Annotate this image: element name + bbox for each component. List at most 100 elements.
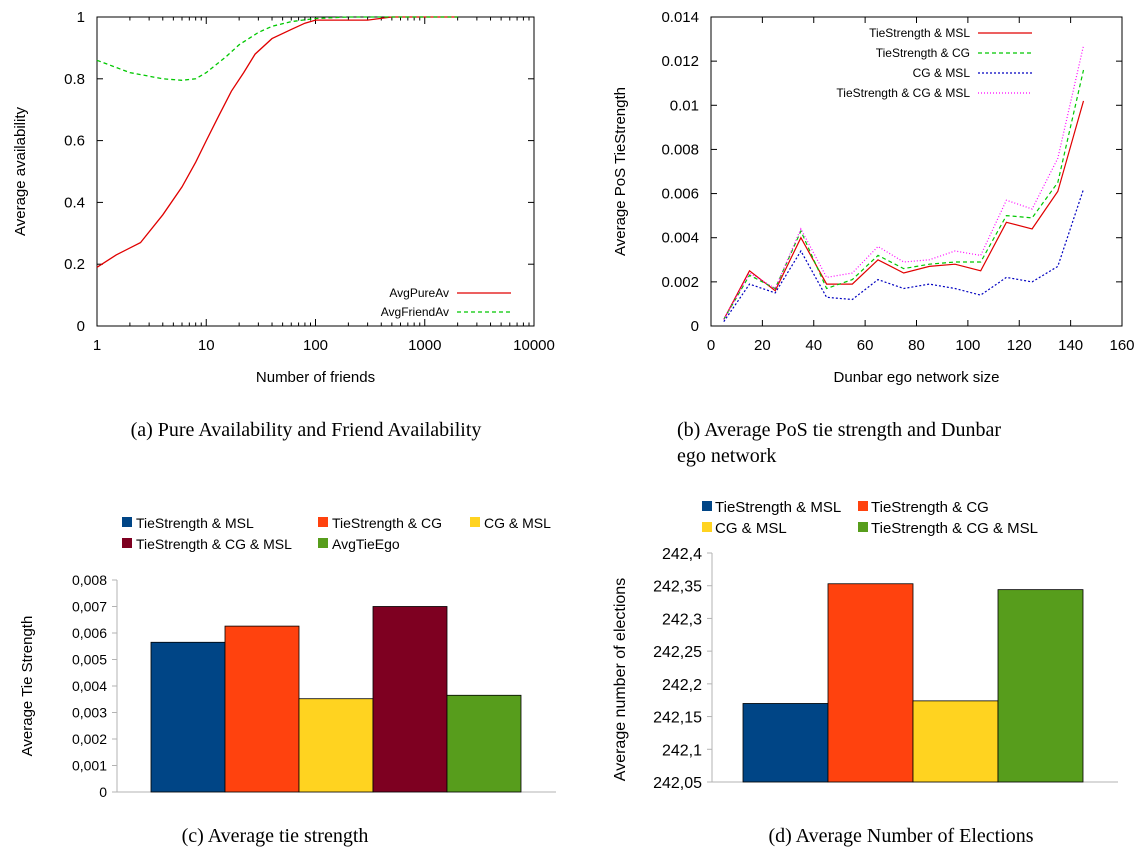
y-tick-label: 0.004	[661, 230, 699, 247]
y-tick-label: 0	[691, 318, 699, 335]
x-tick-label: 40	[805, 337, 822, 354]
bar	[997, 589, 1084, 783]
x-tick-label: 160	[1109, 337, 1134, 354]
y-tick-label: 0	[99, 784, 107, 800]
plot-frame	[710, 16, 1123, 327]
legend-swatch	[702, 501, 712, 511]
y-tick-label: 242,15	[653, 710, 702, 727]
bar	[446, 694, 522, 793]
x-tick-label: 100	[955, 337, 980, 354]
legend-label: CG & MSL	[913, 66, 971, 80]
y-axis-label: Average PoS TieStrength	[612, 87, 629, 256]
series-line-avgpureav	[96, 16, 458, 268]
plot-frame	[96, 16, 535, 327]
legend-label: TieStrength & MSL	[136, 515, 254, 531]
x-tick-label: 120	[1007, 337, 1032, 354]
y-tick-label: 0,007	[72, 599, 107, 615]
x-tick-label: 60	[857, 337, 874, 354]
caption-d: (d) Average Number of Elections	[768, 825, 1033, 847]
x-tick-label: 1000	[408, 337, 441, 354]
legend-label: TieStrength & CG	[332, 515, 442, 531]
y-tick-label: 0.002	[661, 274, 699, 291]
legend-label: CG & MSL	[484, 515, 551, 531]
chart-a: 0 0.2 0.4 0.6 0.8 1 1 10 100 1000 10000 Number of f…	[12, 9, 555, 441]
x-tick-label: 10000	[513, 337, 555, 354]
legend-label: TieStrength & MSL	[869, 26, 970, 40]
legend-label: TieStrength & MSL	[715, 499, 841, 516]
y-tick-label: 0.2	[64, 256, 85, 273]
y-axis-label: Average number of elections	[612, 578, 629, 781]
y-tick-label: 0,005	[72, 652, 107, 668]
legend-swatch	[318, 538, 328, 548]
series-line	[723, 100, 1085, 320]
bar	[150, 641, 226, 793]
y-tick-label: 242,4	[662, 546, 702, 563]
legend-label: TieStrength & CG & MSL	[871, 520, 1038, 537]
legend-label: TieStrength & CG & MSL	[136, 536, 292, 552]
legend-label: AvgTieEgo	[332, 536, 400, 552]
y-tick-label: 242,2	[662, 677, 702, 694]
y-tick-label: 0	[77, 318, 85, 335]
y-tick-label: 0,001	[72, 758, 107, 774]
legend-swatch	[122, 538, 132, 548]
legend-swatch	[858, 522, 868, 532]
y-tick-label: 242,1	[662, 742, 702, 759]
legend-swatch	[470, 517, 480, 527]
series-line	[723, 69, 1085, 320]
y-axis-label: Average availability	[12, 107, 29, 236]
legend-label: AvgFriendAv	[381, 305, 449, 319]
caption-c: (c) Average tie strength	[182, 825, 369, 847]
legend-swatch	[122, 517, 132, 527]
x-tick-label: 140	[1058, 337, 1083, 354]
bar	[372, 606, 448, 793]
bar	[827, 583, 914, 783]
legend-label: CG & MSL	[715, 520, 787, 537]
legend-label: AvgPureAv	[389, 286, 449, 300]
y-tick-label: 242,25	[653, 644, 702, 661]
legend-swatch	[318, 517, 328, 527]
x-tick-label: 1	[93, 337, 101, 354]
y-tick-label: 0.008	[661, 141, 699, 158]
y-tick-label: 0,002	[72, 731, 107, 747]
caption-b: (b) Average PoS tie strength and Dunbar e…	[677, 419, 1001, 467]
legend-swatch	[702, 522, 712, 532]
y-tick-label: 242,35	[653, 579, 702, 596]
y-tick-label: 0,008	[72, 572, 107, 588]
legend-label: TieStrength & CG	[876, 46, 970, 60]
series-line	[723, 189, 1085, 322]
y-tick-label: 242,05	[653, 775, 702, 792]
series-line	[723, 45, 1085, 320]
chart-d: 242,05 242,1 242,15 242,2 242,25 242,3 242,35 2…	[612, 499, 1118, 847]
series-line-avgfriendav	[96, 16, 458, 81]
legend-label: TieStrength & CG	[871, 499, 989, 516]
legend-swatch	[858, 501, 868, 511]
legend-label: TieStrength & CG & MSL	[836, 86, 970, 100]
x-axis-label: Dunbar ego network size	[834, 369, 1000, 386]
x-axis-label: Number of friends	[256, 369, 375, 386]
chart-c: 0 0,001 0,002 0,003 0,004 0,005 0,006 0,007 0,00…	[19, 515, 556, 847]
y-tick-label: 0.014	[661, 9, 699, 26]
y-tick-label: 0.012	[661, 53, 699, 70]
bar	[298, 698, 374, 793]
x-tick-label: 100	[303, 337, 328, 354]
y-tick-label: 0.4	[64, 194, 85, 211]
x-tick-label: 10	[198, 337, 215, 354]
y-tick-label: 0.8	[64, 71, 85, 88]
y-tick-label: 0,004	[72, 678, 107, 694]
x-tick-label: 0	[707, 337, 715, 354]
y-tick-label: 0.01	[670, 97, 699, 114]
chart-b: 0 0.002 0.004 0.006 0.008 0.01 0.012 0.014 0 20 40…	[612, 9, 1135, 467]
y-tick-label: 0,003	[72, 705, 107, 721]
y-tick-label: 1	[77, 9, 85, 26]
y-tick-label: 0.6	[64, 133, 85, 150]
caption-b-line: (b) Average PoS tie strength and Dunbar	[677, 419, 1001, 441]
caption-a: (a) Pure Availability and Friend Availab…	[131, 419, 482, 441]
bar	[912, 700, 999, 783]
y-tick-label: 0.006	[661, 186, 699, 203]
bar	[224, 625, 300, 793]
bar	[742, 703, 829, 783]
y-tick-label: 242,3	[662, 611, 702, 628]
y-axis-label: Average Tie Strength	[19, 616, 36, 757]
y-tick-label: 0,006	[72, 625, 107, 641]
